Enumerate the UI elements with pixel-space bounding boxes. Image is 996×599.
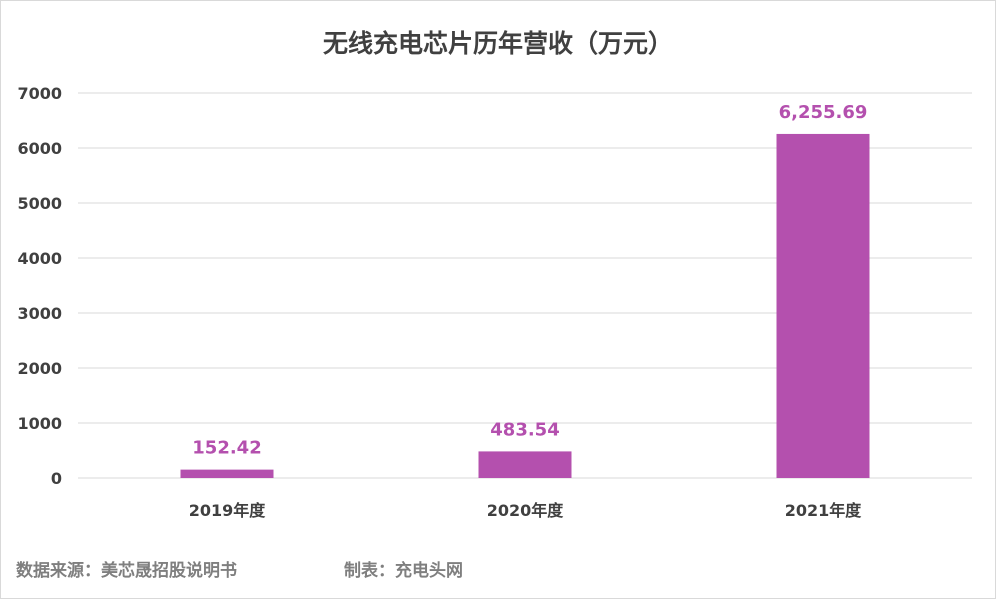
x-category-label: 2019年度 <box>189 501 267 520</box>
bar <box>478 451 572 478</box>
x-category-label: 2021年度 <box>785 501 863 520</box>
y-tick-label: 2000 <box>17 359 62 378</box>
footer-maker: 制表：充电头网 <box>344 561 463 581</box>
data-label: 6,255.69 <box>779 102 868 123</box>
y-tick-label: 0 <box>51 469 62 488</box>
bar <box>180 469 274 478</box>
y-tick-label: 1000 <box>17 414 62 433</box>
footer-source: 数据来源：美芯晟招股说明书 <box>16 561 237 581</box>
y-tick-label: 5000 <box>17 194 62 213</box>
chart-title: 无线充电芯片历年营收（万元） <box>322 29 673 58</box>
y-tick-label: 7000 <box>17 84 62 103</box>
y-tick-label: 3000 <box>17 304 62 323</box>
y-tick-label: 6000 <box>17 139 62 158</box>
y-tick-label: 4000 <box>17 249 62 268</box>
x-category-label: 2020年度 <box>487 501 565 520</box>
data-label: 152.42 <box>192 438 261 459</box>
data-label: 483.54 <box>490 419 559 440</box>
bar <box>776 133 870 478</box>
